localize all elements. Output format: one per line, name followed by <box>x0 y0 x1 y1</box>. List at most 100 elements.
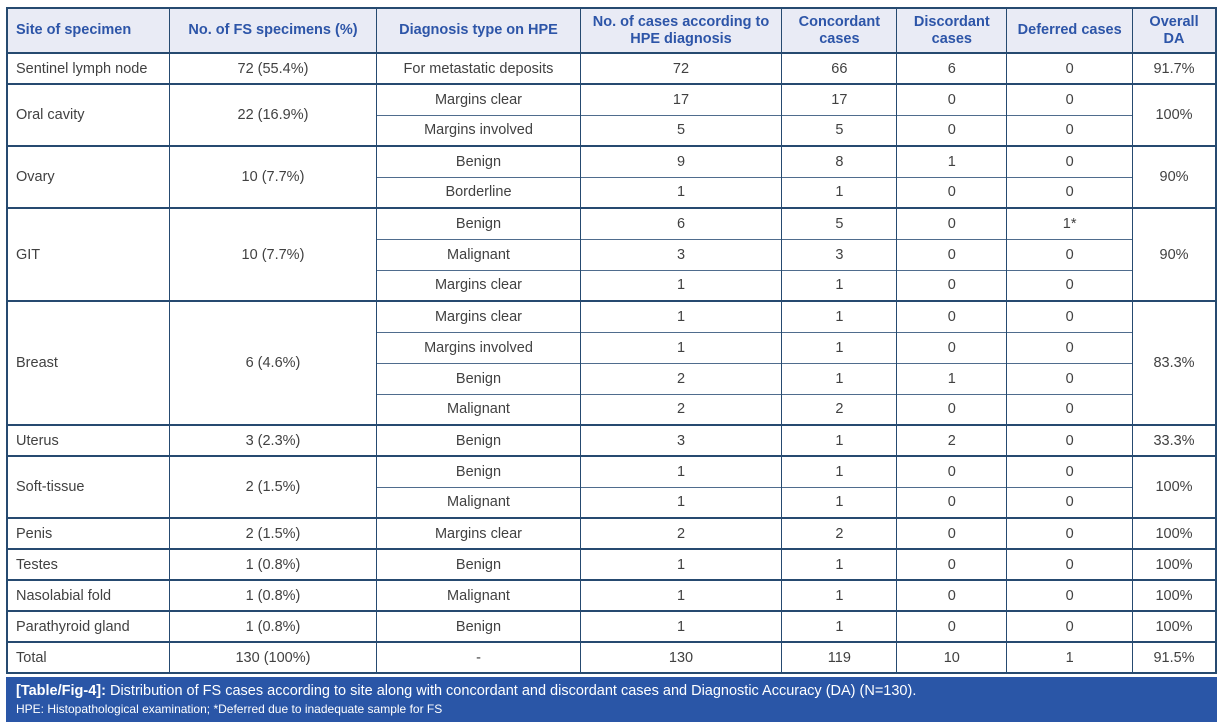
table-row: Malignant 2 2 0 0 <box>7 393 1216 425</box>
hpe-cases-cell: 5 <box>579 114 783 146</box>
discordant-cell: 0 <box>896 207 1008 239</box>
specimens-cell: 1 (0.8%) <box>168 548 378 580</box>
header-site-of-specimen: Site of specimen <box>6 8 170 54</box>
diagnosis-cell: Benign <box>376 455 581 487</box>
deferred-cell: 0 <box>1006 362 1134 394</box>
header-overall-da: Overall DA <box>1132 8 1217 54</box>
specimens-cell: 10 (7.7%) <box>168 145 378 208</box>
hpe-cases-cell: 2 <box>579 362 783 394</box>
hpe-cases-cell: 1 <box>579 269 783 301</box>
site-cell: Parathyroid gland <box>6 610 170 642</box>
site-cell: GIT <box>6 207 170 301</box>
diagnosis-cell: Borderline <box>376 176 581 208</box>
specimens-cell: 6 (4.6%) <box>168 300 378 425</box>
concordant-cell: 1 <box>781 610 898 642</box>
overall-da-cell: 100% <box>1132 579 1217 611</box>
overall-da-cell: 100% <box>1132 548 1217 580</box>
specimens-cell: 2 (1.5%) <box>168 455 378 518</box>
concordant-cell: 1 <box>781 300 898 332</box>
diagnosis-cell: Margins involved <box>376 331 581 363</box>
concordant-cell: 66 <box>781 52 898 84</box>
hpe-cases-cell: 72 <box>579 52 783 84</box>
site-cell: Breast <box>6 300 170 425</box>
overall-da-cell: 90% <box>1132 207 1217 301</box>
table-caption: [Table/Fig-4]: Distribution of FS cases … <box>16 682 1207 700</box>
overall-da-cell: 100% <box>1132 517 1217 549</box>
table-row: Sentinel lymph node 72 (55.4%) For metasta… <box>6 52 1217 84</box>
discordant-cell: 0 <box>896 238 1008 270</box>
deferred-cell: 1* <box>1006 207 1134 239</box>
specimens-cell: 10 (7.7%) <box>168 207 378 301</box>
header-diagnosis-type: Diagnosis type on HPE <box>376 8 581 54</box>
concordant-cell: 2 <box>781 393 898 425</box>
deferred-cell: 0 <box>1006 424 1134 456</box>
overall-da-cell: 90% <box>1132 145 1217 208</box>
concordant-cell: 1 <box>781 579 898 611</box>
site-cell: Uterus <box>6 424 170 456</box>
hpe-cases-cell: 6 <box>579 207 783 239</box>
caption-text: Distribution of FS cases according to si… <box>109 683 917 699</box>
hpe-cases-cell: 17 <box>579 83 783 115</box>
table-row: Breast 6 (4.6%) Margins clear 1 1 0 0 83.3% <box>6 300 1217 425</box>
diagnosis-cell: Margins clear <box>376 83 581 115</box>
diagnosis-cell: - <box>376 641 581 673</box>
table-row: Soft-tissue 2 (1.5%) Benign 1 1 0 0 100% <box>6 455 1217 518</box>
deferred-cell: 0 <box>1006 579 1134 611</box>
overall-da-cell: 91.7% <box>1132 52 1217 84</box>
site-cell: Penis <box>6 517 170 549</box>
diagnosis-cell: Margins clear <box>376 517 581 549</box>
diagnosis-cell: For metastatic deposits <box>376 52 581 84</box>
hpe-cases-cell: 1 <box>579 455 783 487</box>
discordant-cell: 6 <box>896 52 1008 84</box>
diagnosis-cell: Benign <box>376 424 581 456</box>
fs-distribution-table: Site of specimen No. of FS specimens (%)… <box>6 7 1217 674</box>
deferred-cell: 0 <box>1006 269 1134 301</box>
hpe-cases-cell: 1 <box>579 486 783 518</box>
deferred-cell: 0 <box>1006 455 1134 487</box>
discordant-cell: 1 <box>896 145 1008 177</box>
concordant-cell: 17 <box>781 83 898 115</box>
hpe-cases-cell: 130 <box>579 641 783 673</box>
site-cell: Sentinel lymph node <box>6 52 170 84</box>
overall-da-cell: 100% <box>1132 610 1217 642</box>
deferred-cell: 0 <box>1006 238 1134 270</box>
diagnosis-cell: Malignant <box>376 579 581 611</box>
overall-da-cell: 100% <box>1132 455 1217 518</box>
diagnosis-cell: Benign <box>376 548 581 580</box>
caption-label: [Table/Fig-4]: <box>16 683 106 699</box>
site-cell: Ovary <box>6 145 170 208</box>
table-row: Malignant 3 3 0 0 <box>7 238 1216 270</box>
table-header: Site of specimen No. of FS specimens (%)… <box>6 8 1217 54</box>
hpe-cases-cell: 1 <box>579 548 783 580</box>
overall-da-cell: 91.5% <box>1132 641 1217 673</box>
discordant-cell: 0 <box>896 486 1008 518</box>
deferred-cell: 0 <box>1006 331 1134 363</box>
caption-footnote: HPE: Histopathological examination; *Def… <box>16 702 443 717</box>
specimens-cell: 22 (16.9%) <box>168 83 378 146</box>
discordant-cell: 0 <box>896 176 1008 208</box>
diagnosis-cell: Malignant <box>376 238 581 270</box>
discordant-cell: 2 <box>896 424 1008 456</box>
header-concordant: Concordant cases <box>781 8 898 54</box>
table-row: Benign 2 1 1 0 <box>7 362 1216 394</box>
concordant-cell: 1 <box>781 331 898 363</box>
table-row: Margins clear 1 1 0 0 <box>7 269 1216 301</box>
concordant-cell: 1 <box>781 176 898 208</box>
overall-da-cell: 83.3% <box>1132 300 1217 425</box>
table-row: Borderline 1 1 0 0 <box>7 176 1216 208</box>
table-row: Malignant 1 1 0 0 <box>7 486 1216 518</box>
deferred-cell: 1 <box>1006 641 1134 673</box>
concordant-cell: 8 <box>781 145 898 177</box>
diagnosis-cell: Benign <box>376 145 581 177</box>
concordant-cell: 1 <box>781 455 898 487</box>
specimens-cell: 1 (0.8%) <box>168 610 378 642</box>
discordant-cell: 1 <box>896 362 1008 394</box>
table-row: GIT 10 (7.7%) Benign 6 5 0 1* 90% <box>6 207 1217 301</box>
table-row: Oral cavity 22 (16.9%) Margins clear 17 17 0 0… <box>6 83 1217 146</box>
diagnosis-cell: Margins clear <box>376 269 581 301</box>
concordant-cell: 5 <box>781 207 898 239</box>
discordant-cell: 0 <box>896 455 1008 487</box>
site-cell: Testes <box>6 548 170 580</box>
discordant-cell: 0 <box>896 579 1008 611</box>
